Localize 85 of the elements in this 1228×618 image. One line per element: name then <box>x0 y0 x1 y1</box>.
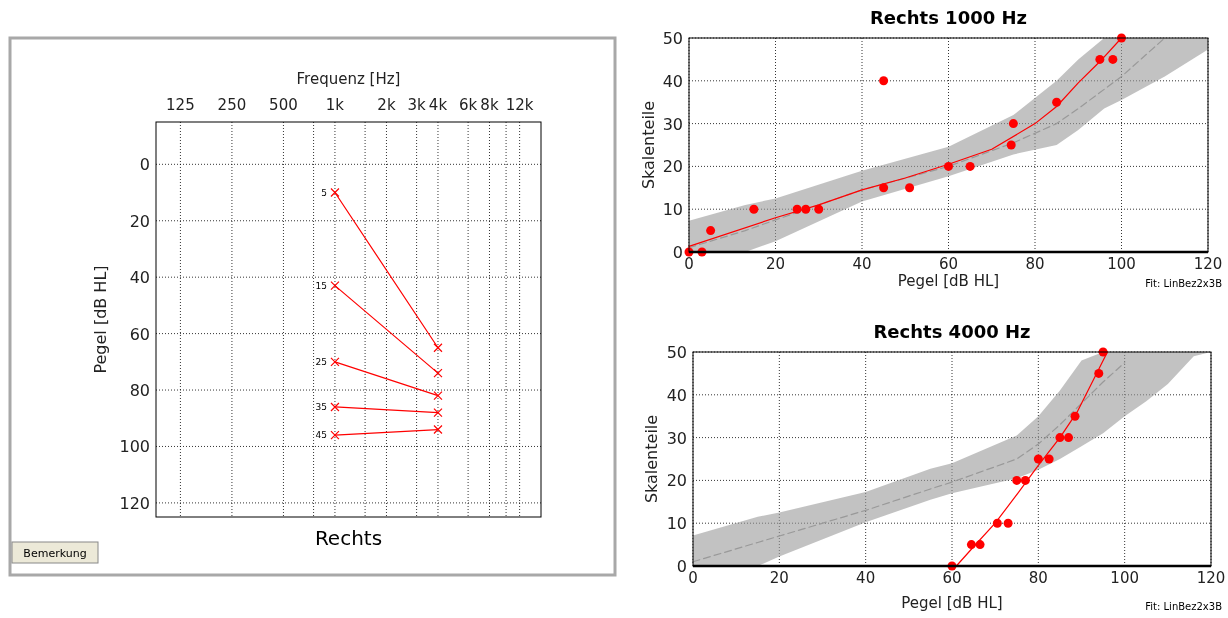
y-tick-label: 10 <box>666 514 687 534</box>
point <box>1055 433 1065 443</box>
y-tick-label: 20 <box>662 157 683 177</box>
x-tick-label: 12k <box>505 96 534 114</box>
x-tick-label: 20 <box>769 569 789 587</box>
y-tick-label: 40 <box>129 268 150 288</box>
point <box>975 540 985 550</box>
x-tick-label: 2k <box>377 96 396 114</box>
x-tick-label: 125 <box>166 96 195 114</box>
point <box>814 204 824 214</box>
series-label: 5 <box>321 187 327 198</box>
y-axis-title: Pegel [dB HL] <box>91 265 110 374</box>
x-tick-label: 500 <box>269 96 298 114</box>
y-tick-label: 40 <box>662 71 683 91</box>
x-tick-label: 120 <box>1193 255 1223 273</box>
point <box>1094 368 1104 378</box>
point <box>1008 119 1018 129</box>
x-tick-label: 100 <box>1110 569 1139 587</box>
x-tick-label: 0 <box>688 569 698 587</box>
series-label: 15 <box>315 280 327 291</box>
x-tick-label: 40 <box>852 255 872 273</box>
point <box>992 518 1002 528</box>
line-series <box>692 362 1126 563</box>
point <box>879 76 889 86</box>
y-tick-label: 10 <box>662 200 683 220</box>
y-tick-label: 40 <box>666 385 687 405</box>
x-tick-label: 8k <box>480 96 499 114</box>
point <box>1052 97 1062 107</box>
text: Rechts <box>314 526 383 550</box>
point <box>749 204 759 214</box>
x-tick-label: 4k <box>428 96 448 114</box>
x-tick-label: 100 <box>1107 255 1136 273</box>
y-tick-label: 30 <box>662 114 683 134</box>
point <box>1003 518 1013 528</box>
y-tick-label: 120 <box>119 493 150 513</box>
point <box>1108 54 1118 64</box>
point <box>706 226 716 236</box>
y-tick-label: 30 <box>666 428 687 448</box>
point <box>1064 433 1074 443</box>
chart-title: Rechts 1000 Hz <box>869 7 1028 28</box>
text: Bemerkung <box>23 547 87 560</box>
x-tick-label: 120 <box>1196 569 1226 587</box>
x-tick-label: 60 <box>938 255 959 273</box>
x-tick-label: 3k <box>407 96 427 114</box>
point <box>944 161 953 171</box>
y-tick-label: 20 <box>129 211 150 231</box>
point <box>1044 454 1054 464</box>
x-tick-label: 60 <box>942 569 962 587</box>
y-tick-label: 20 <box>666 471 687 491</box>
point <box>1006 140 1016 150</box>
point <box>1033 454 1043 464</box>
y-tick-label: 50 <box>666 343 687 362</box>
y-tick-label: 50 <box>662 29 683 48</box>
point <box>1070 411 1080 421</box>
point <box>905 183 915 193</box>
y-axis-title: Skalenteile <box>639 100 658 190</box>
text: Fit: LinBez2x3B <box>1145 601 1223 612</box>
point <box>801 204 811 214</box>
y-tick-label: 0 <box>139 155 150 175</box>
x-axis-title: Pegel [dB HL] <box>897 272 1000 290</box>
x-tick-label: 40 <box>856 569 876 587</box>
point <box>965 161 975 171</box>
x-tick-label: 80 <box>1028 569 1048 587</box>
series-label: 45 <box>315 430 327 441</box>
point <box>1012 475 1022 485</box>
y-tick-label: 60 <box>129 324 150 344</box>
series-label: 25 <box>315 356 327 367</box>
x-tick-label: 20 <box>765 255 786 273</box>
y-tick-label: 80 <box>129 381 150 401</box>
x-tick-label: 1k <box>325 96 345 114</box>
point <box>792 204 802 214</box>
x-tick-label: 6k <box>458 96 478 114</box>
series-label: 35 <box>315 401 327 412</box>
x-axis-title: Frequenz [Hz] <box>296 70 401 88</box>
point <box>879 183 889 193</box>
y-tick-label: 100 <box>119 437 150 457</box>
point <box>1020 475 1030 485</box>
y-axis-title: Skalenteile <box>642 414 661 504</box>
point <box>966 540 976 550</box>
chart-title: Rechts 4000 Hz <box>873 321 1031 342</box>
x-tick-label: 80 <box>1025 255 1045 273</box>
point <box>1095 54 1105 64</box>
x-tick-label: 250 <box>217 96 247 114</box>
x-axis-title: Pegel [dB HL] <box>901 594 1003 612</box>
text: Fit: LinBez2x3B <box>1145 278 1223 289</box>
